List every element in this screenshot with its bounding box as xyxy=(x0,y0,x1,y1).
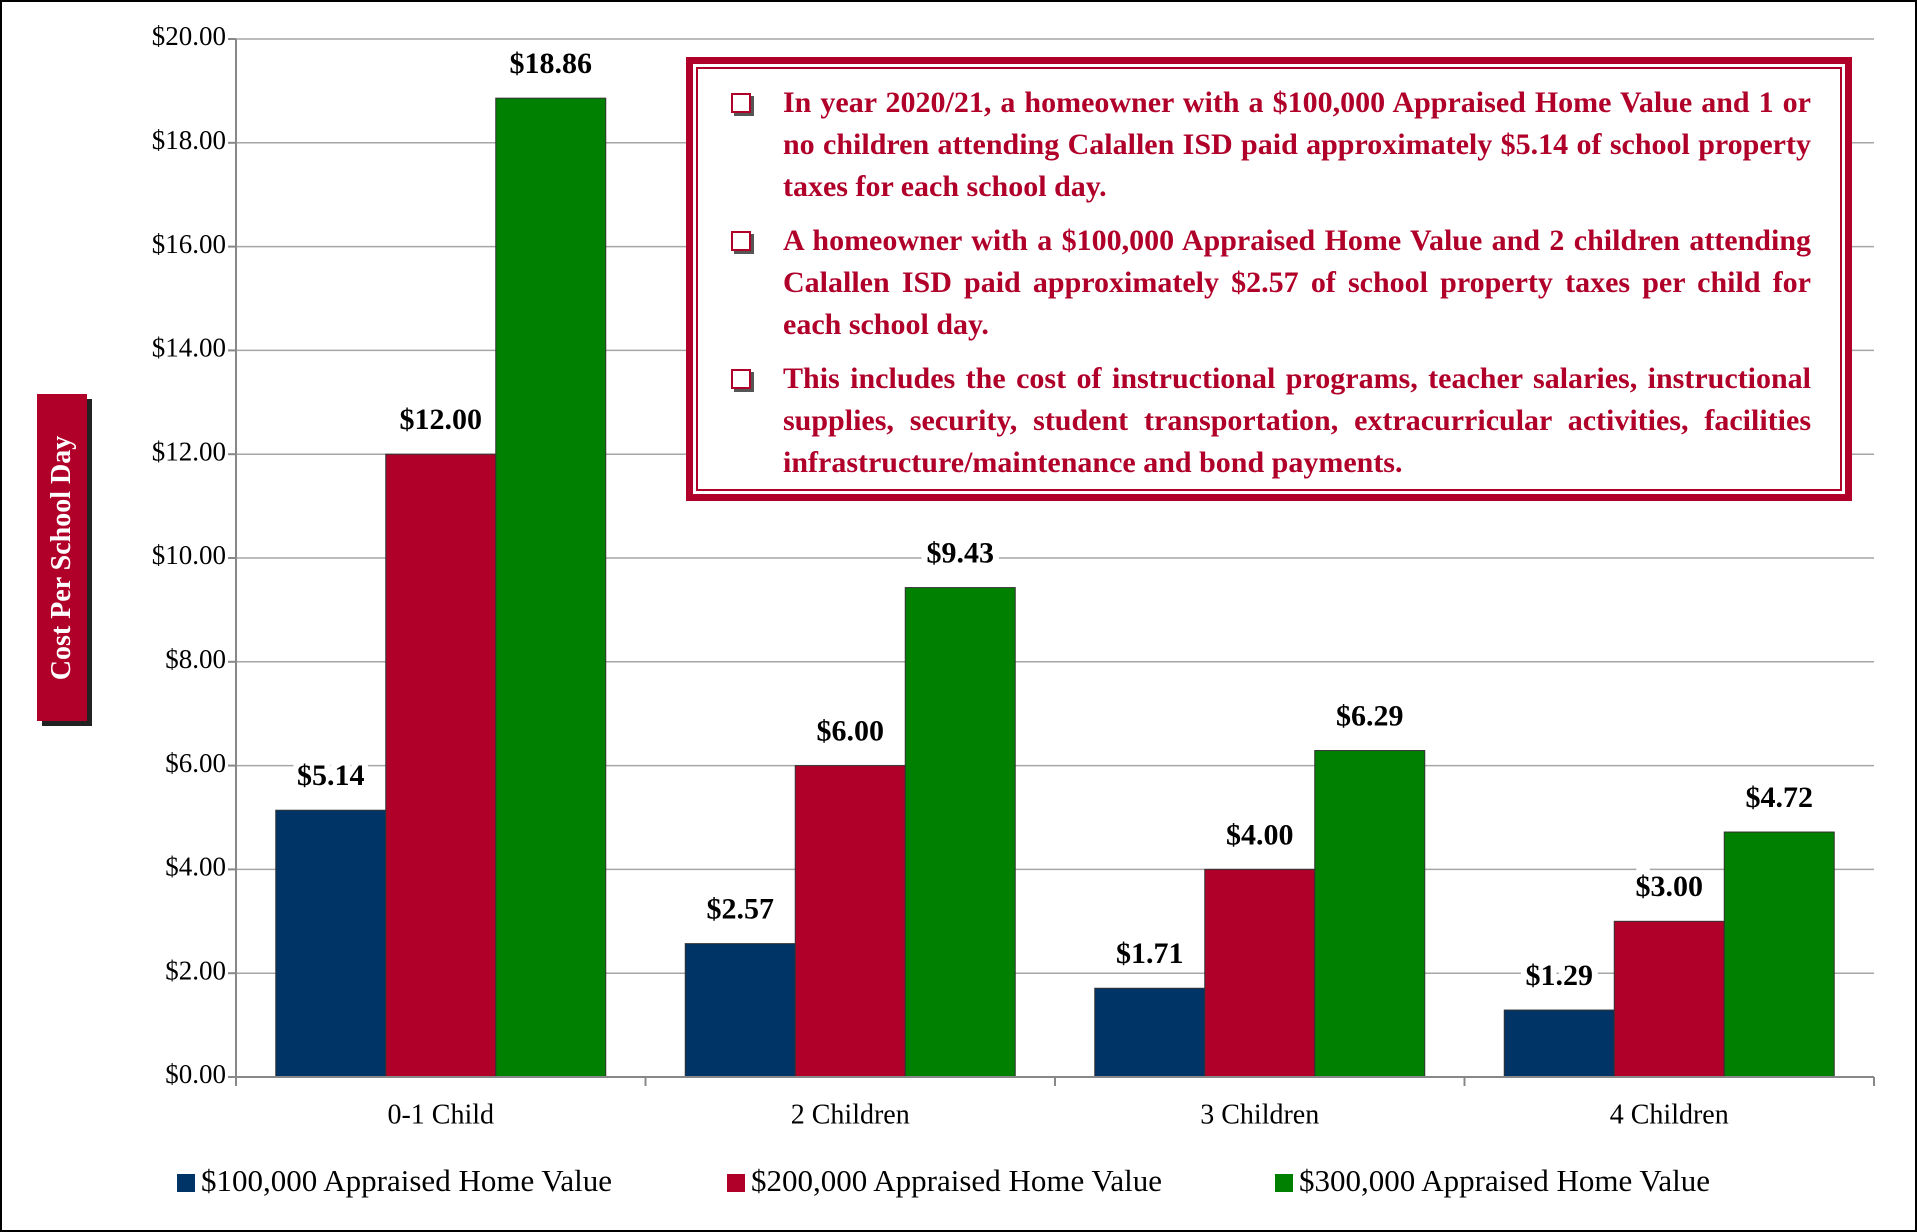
annotation: In year 2020/21, a homeowner with a $100… xyxy=(731,82,1811,208)
data-label: $6.00 xyxy=(817,714,885,747)
annotation: This includes the cost of instructional … xyxy=(731,358,1811,484)
annotation-text: A homeowner with a $100,000 Appraised Ho… xyxy=(783,224,1811,341)
y-tick-label: $14.00 xyxy=(152,333,226,363)
bullet xyxy=(731,369,751,389)
bar xyxy=(385,453,497,1078)
data-label: $6.29 xyxy=(1336,699,1404,732)
data-label: $4.72 xyxy=(1746,781,1814,814)
bullet xyxy=(731,231,751,251)
y-axis-label-box: Cost Per School Day xyxy=(37,394,87,721)
bar xyxy=(1723,831,1835,1078)
y-tick-label: $8.00 xyxy=(165,644,226,674)
bar xyxy=(1204,868,1316,1078)
y-tick-label: $2.00 xyxy=(165,955,226,985)
bar xyxy=(1314,750,1426,1078)
bar xyxy=(275,809,387,1078)
data-label: $1.71 xyxy=(1116,937,1184,970)
legend-label: $300,000 Appraised Home Value xyxy=(1299,1163,1710,1198)
legend-swatch xyxy=(177,1174,195,1192)
data-label: $12.00 xyxy=(400,403,483,436)
data-label: $9.43 xyxy=(927,536,995,569)
y-tick-label: $20.00 xyxy=(152,21,226,51)
x-tick-label: 3 Children xyxy=(1200,1099,1319,1130)
bar xyxy=(1613,920,1725,1078)
bar xyxy=(684,943,796,1078)
x-tick-label: 0-1 Child xyxy=(387,1099,494,1130)
annotation-box: In year 2020/21, a homeowner with a $100… xyxy=(686,57,1852,501)
bar xyxy=(1503,1009,1615,1078)
bullet xyxy=(731,93,751,113)
data-label: $2.57 xyxy=(707,893,775,926)
y-tick-label: $16.00 xyxy=(152,229,226,259)
x-tick-label: 4 Children xyxy=(1610,1099,1729,1130)
bar xyxy=(495,97,607,1078)
y-tick-label: $0.00 xyxy=(165,1059,226,1089)
bar xyxy=(794,765,906,1078)
data-label: $4.00 xyxy=(1226,818,1294,851)
y-tick-label: $12.00 xyxy=(152,436,226,466)
bar xyxy=(904,587,1016,1078)
y-tick-label: $10.00 xyxy=(152,540,226,570)
data-label: $18.86 xyxy=(510,47,593,80)
data-label: $5.14 xyxy=(297,759,365,792)
x-tick-label: 2 Children xyxy=(791,1099,910,1130)
y-axis-label: Cost Per School Day xyxy=(46,435,77,680)
legend-label: $100,000 Appraised Home Value xyxy=(201,1163,612,1198)
data-label: $3.00 xyxy=(1636,870,1704,903)
y-tick-label: $18.00 xyxy=(152,125,226,155)
annotation-text: This includes the cost of instructional … xyxy=(783,362,1811,479)
legend-label: $200,000 Appraised Home Value xyxy=(751,1163,1162,1198)
legend-swatch xyxy=(1275,1174,1293,1192)
annotation: A homeowner with a $100,000 Appraised Ho… xyxy=(731,220,1811,346)
annotation-text: In year 2020/21, a homeowner with a $100… xyxy=(783,86,1811,203)
legend-swatch xyxy=(727,1174,745,1192)
bar xyxy=(1094,987,1206,1078)
y-tick-label: $6.00 xyxy=(165,748,226,778)
y-tick-label: $4.00 xyxy=(165,852,226,882)
data-label: $1.29 xyxy=(1526,959,1594,992)
